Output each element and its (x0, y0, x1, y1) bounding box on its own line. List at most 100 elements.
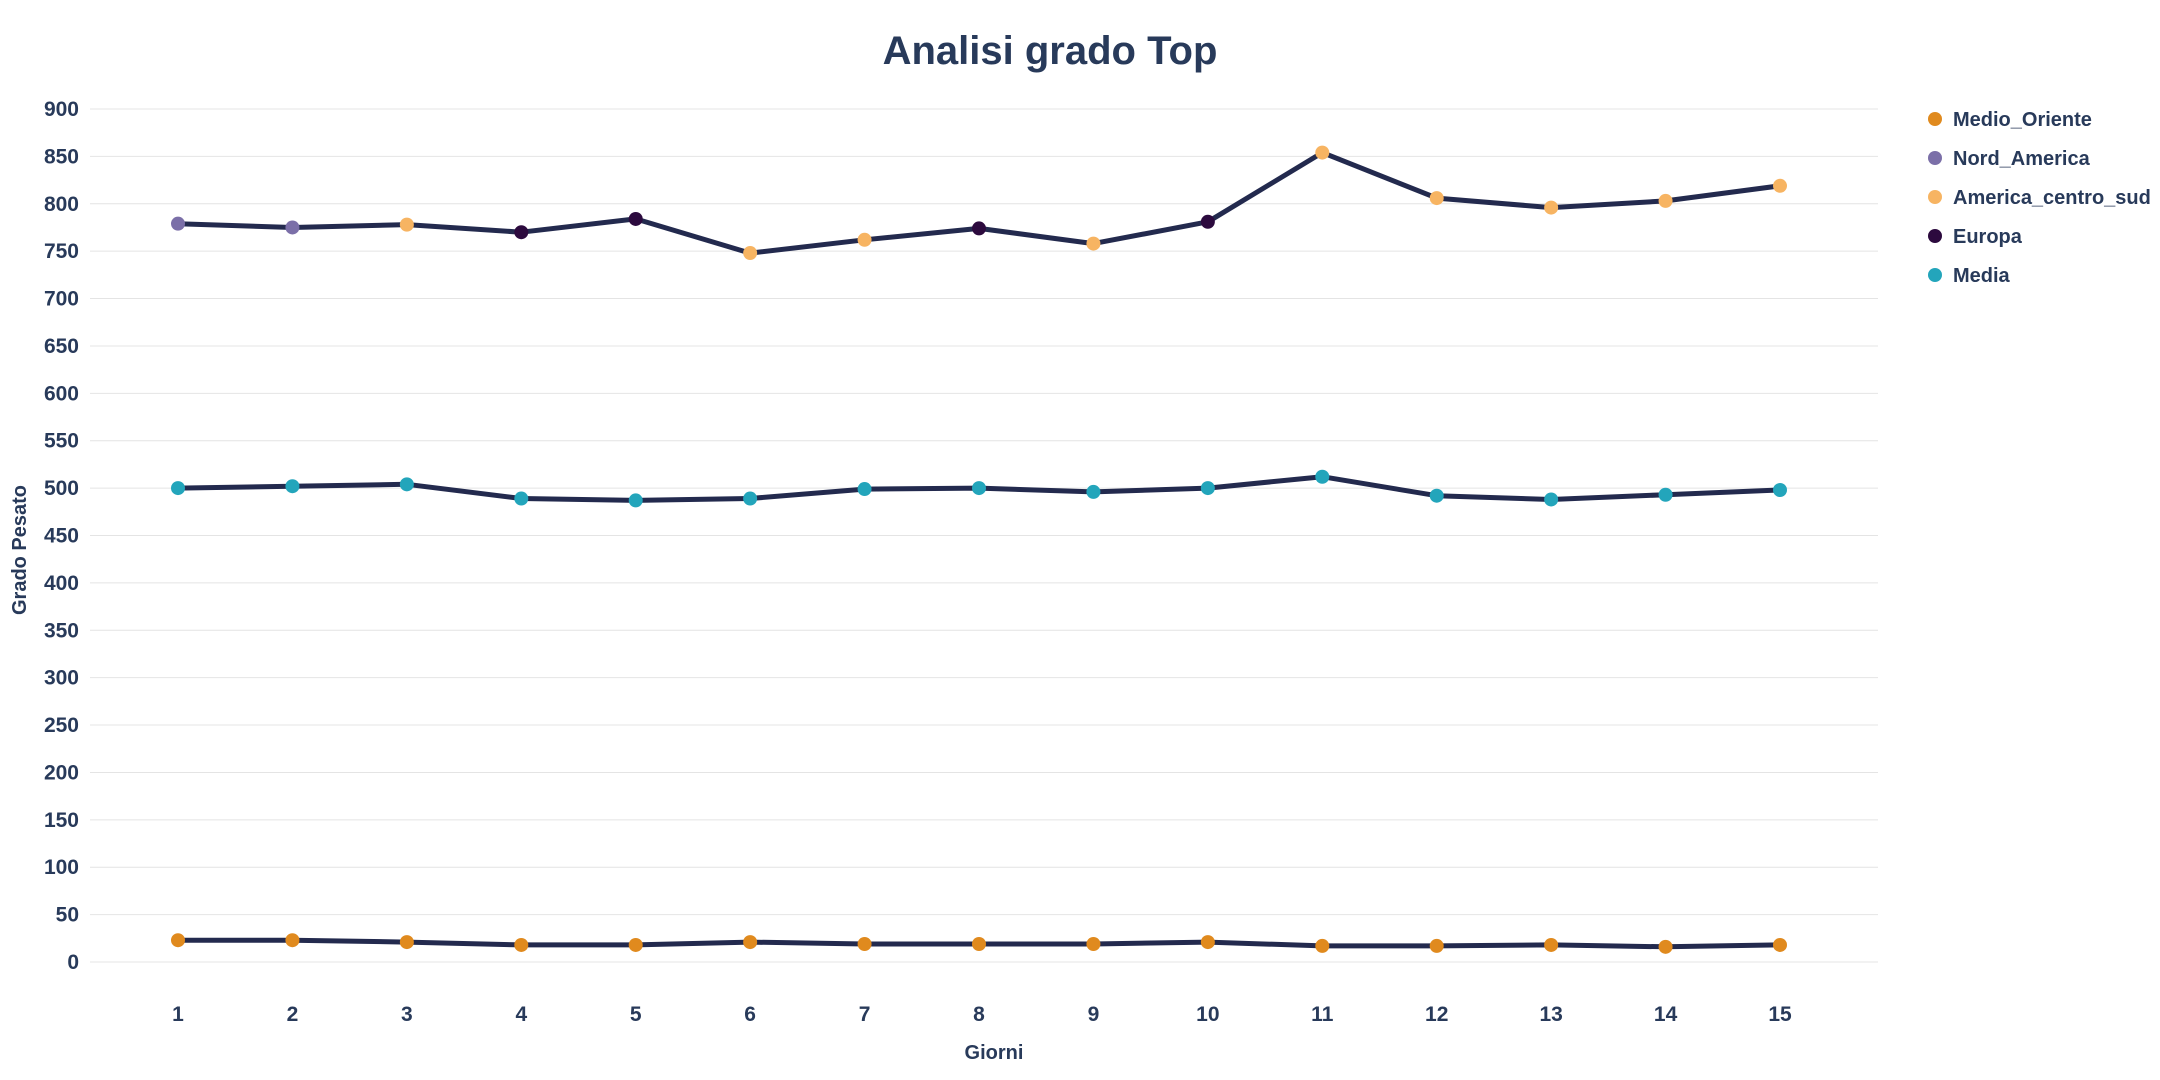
data-point (1200, 214, 1215, 229)
legend-label: Medio_Oriente (1953, 109, 2092, 131)
gridlines (90, 108, 1878, 963)
y-tick-label: 600 (44, 382, 79, 405)
legend-marker (1928, 229, 1942, 243)
y-tick-label: 400 (44, 572, 79, 595)
x-axis-ticks: 1 2 3 4 5 6 7 8 9 10 11 12 13 14 15 (172, 1003, 1792, 1026)
data-point (1086, 236, 1101, 251)
data-point (1544, 492, 1559, 507)
x-tick-label: 10 (1196, 1003, 1219, 1026)
data-point (857, 232, 872, 247)
data-point (1429, 191, 1444, 206)
data-point (743, 246, 758, 261)
y-tick-label: 0 (67, 951, 79, 974)
data-point (171, 216, 185, 231)
y-tick-label: 350 (44, 619, 79, 642)
y-tick-label: 800 (44, 193, 79, 216)
legend-label: Europa (1953, 226, 2023, 248)
y-tick-label: 150 (44, 809, 79, 832)
data-point (1773, 483, 1787, 498)
data-point (1773, 178, 1787, 193)
data-point (1773, 937, 1787, 952)
data-point (743, 935, 758, 950)
x-tick-label: 6 (744, 1003, 756, 1026)
data-points (171, 145, 1787, 954)
y-tick-label: 700 (44, 288, 79, 311)
x-axis-label: Giorni (965, 1042, 1024, 1064)
data-point (972, 221, 986, 236)
x-tick-label: 4 (515, 1003, 527, 1026)
data-point (285, 479, 300, 494)
data-point (1658, 939, 1673, 954)
data-point (1200, 935, 1215, 950)
data-point (285, 933, 300, 948)
y-tick-label: 650 (44, 335, 79, 358)
legend-marker (1928, 268, 1942, 282)
legend-marker (1928, 151, 1942, 165)
y-tick-label: 850 (44, 145, 79, 168)
y-tick-label: 300 (44, 667, 79, 690)
data-point (1429, 938, 1444, 953)
x-tick-label: 13 (1539, 1003, 1562, 1026)
y-tick-label: 500 (44, 477, 79, 500)
legend-item: Europa (1928, 226, 2023, 248)
data-point (1544, 937, 1559, 952)
data-point (972, 481, 986, 496)
legend-item: Media (1928, 265, 2011, 287)
y-tick-label: 900 (44, 98, 79, 121)
data-point (1658, 487, 1673, 502)
y-tick-label: 550 (44, 430, 79, 453)
data-point (1315, 938, 1330, 953)
legend-item: Nord_America (1928, 148, 2091, 170)
data-point (1544, 200, 1559, 215)
data-point (514, 491, 529, 506)
data-point (1200, 481, 1215, 496)
data-point (1315, 145, 1330, 160)
legend-item: Medio_Oriente (1928, 109, 2092, 131)
series-line-1 (175, 150, 1783, 256)
data-point (1429, 488, 1444, 503)
data-point (1086, 936, 1101, 951)
y-axis-ticks: 0 50 100 150 200 250 300 350 400 450 500 550 600 650 7… (44, 98, 79, 974)
x-tick-label: 14 (1654, 1003, 1678, 1026)
data-point (1086, 484, 1101, 499)
data-point (171, 481, 185, 496)
x-tick-label: 9 (1088, 1003, 1100, 1026)
x-tick-label: 15 (1768, 1003, 1792, 1026)
data-point (399, 935, 414, 950)
y-tick-label: 450 (44, 525, 79, 548)
data-point (857, 936, 872, 951)
data-point (1315, 469, 1330, 484)
data-point (399, 477, 414, 492)
data-point (628, 937, 643, 952)
data-point (857, 482, 872, 497)
data-point (1658, 193, 1673, 208)
legend-marker (1928, 190, 1942, 204)
data-point (743, 491, 758, 506)
y-axis-label: Grado Pesato (9, 485, 31, 615)
x-tick-label: 7 (859, 1003, 871, 1026)
data-point (399, 217, 414, 232)
data-point (285, 220, 300, 235)
data-point (514, 937, 529, 952)
data-point (514, 225, 529, 240)
legend-label: America_centro_sud (1953, 187, 2151, 209)
y-tick-label: 250 (44, 714, 79, 737)
chart-title: Analisi grado Top (883, 29, 1218, 73)
data-point (171, 933, 185, 948)
legend-label: Nord_America (1953, 148, 2091, 170)
data-point (628, 211, 643, 226)
data-point (972, 936, 986, 951)
legend-label: Media (1953, 265, 2011, 287)
data-point (628, 493, 643, 508)
x-tick-label: 1 (172, 1003, 184, 1026)
y-tick-label: 50 (56, 904, 79, 927)
legend: Medio_Oriente Nord_America America_centro_… (1928, 109, 2151, 287)
legend-marker (1928, 112, 1942, 126)
legend-item: America_centro_sud (1928, 187, 2151, 209)
series-lines (175, 150, 1783, 950)
x-tick-label: 3 (401, 1003, 413, 1026)
y-tick-label: 750 (44, 240, 79, 263)
y-tick-label: 100 (44, 856, 79, 879)
x-tick-label: 2 (287, 1003, 299, 1026)
